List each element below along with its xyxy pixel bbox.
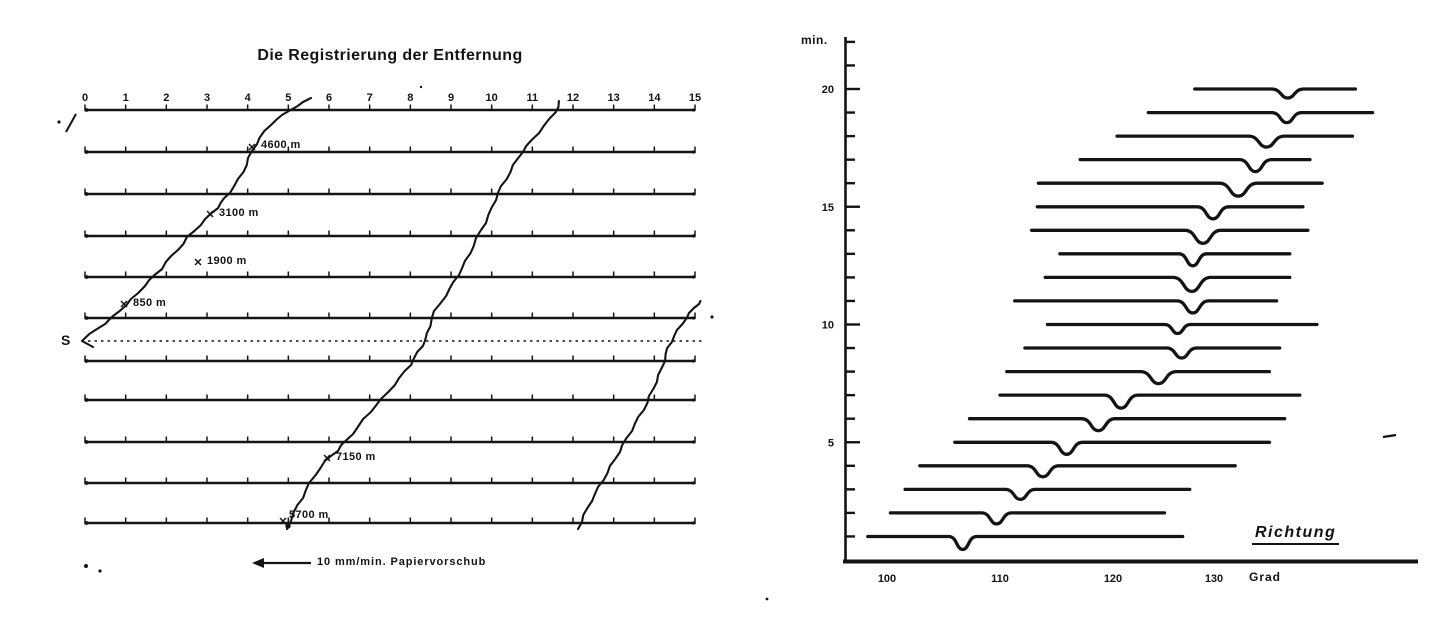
bearing-registration-chart: 5 10 15 20 100 110 120 130 xyxy=(822,37,1418,585)
distance-scale-tick-label: 0 xyxy=(82,92,88,104)
distance-scale-tick-label: 13 xyxy=(608,92,620,104)
distance-label-5700m: 5700 m xyxy=(289,509,329,521)
bearing-trace-lines xyxy=(866,87,1375,552)
minute-tick-label: 15 xyxy=(822,202,834,214)
distance-scale-tick-label: 6 xyxy=(326,92,332,104)
distance-scale-tick-label: 5 xyxy=(285,92,291,104)
right-chart-x-unit-label: Grad xyxy=(1248,570,1281,584)
distance-registration-chart: 0 1 2 3 4 5 6 7 8 9 10 11 12 13 14 15 xyxy=(82,92,703,525)
degree-tick-label: 130 xyxy=(1205,573,1223,585)
distance-scale-tick-label: 15 xyxy=(689,92,701,104)
distance-scale-tick-label: 7 xyxy=(367,92,373,104)
distance-label-1900m: 1900 m xyxy=(207,255,247,267)
distance-scale-tick-label: 12 xyxy=(567,92,579,104)
baseline-label-s: S xyxy=(61,332,71,348)
minute-tick-label: 10 xyxy=(822,320,834,332)
right-chart-y-axis-label: min. xyxy=(801,33,828,47)
distance-scale-tick-label: 3 xyxy=(204,92,210,104)
degree-tick-label: 100 xyxy=(878,573,896,585)
paper-feed-arrow xyxy=(252,558,311,568)
paper-feed-caption: 10 mm/min. Papiervorschub xyxy=(317,556,487,568)
distance-marker-crosses xyxy=(120,143,331,525)
left-chart-title: Die Registrierung der Entfernung xyxy=(257,47,523,64)
distance-label-4600m: 4600 m xyxy=(261,139,301,151)
distance-scale-tick-label: 1 xyxy=(123,92,129,104)
minute-tick-label: 20 xyxy=(822,84,834,96)
distance-trace-lines xyxy=(80,96,702,531)
distance-scale-tick-label: 14 xyxy=(648,92,661,104)
distance-scale-tick-label: 10 xyxy=(486,92,498,104)
distance-label-7150m: 7150 m xyxy=(336,451,376,463)
distance-label-3100m: 3100 m xyxy=(219,207,259,219)
degree-tick-label: 120 xyxy=(1104,573,1122,585)
distance-scale-tick-label: 11 xyxy=(527,92,539,104)
distance-scale-tick-label: 2 xyxy=(163,92,169,104)
distance-scale-tick-label: 8 xyxy=(407,92,413,104)
right-chart-x-axis-label: Richtung xyxy=(1252,524,1340,545)
degree-tick-label: 110 xyxy=(991,573,1009,585)
minute-tick-label: 5 xyxy=(828,437,834,449)
distance-label-850m: 850 m xyxy=(133,297,167,309)
distance-scale-tick-label: 9 xyxy=(448,92,454,104)
distance-scale-tick-label: 4 xyxy=(245,92,252,104)
scan-noise xyxy=(57,85,1397,601)
